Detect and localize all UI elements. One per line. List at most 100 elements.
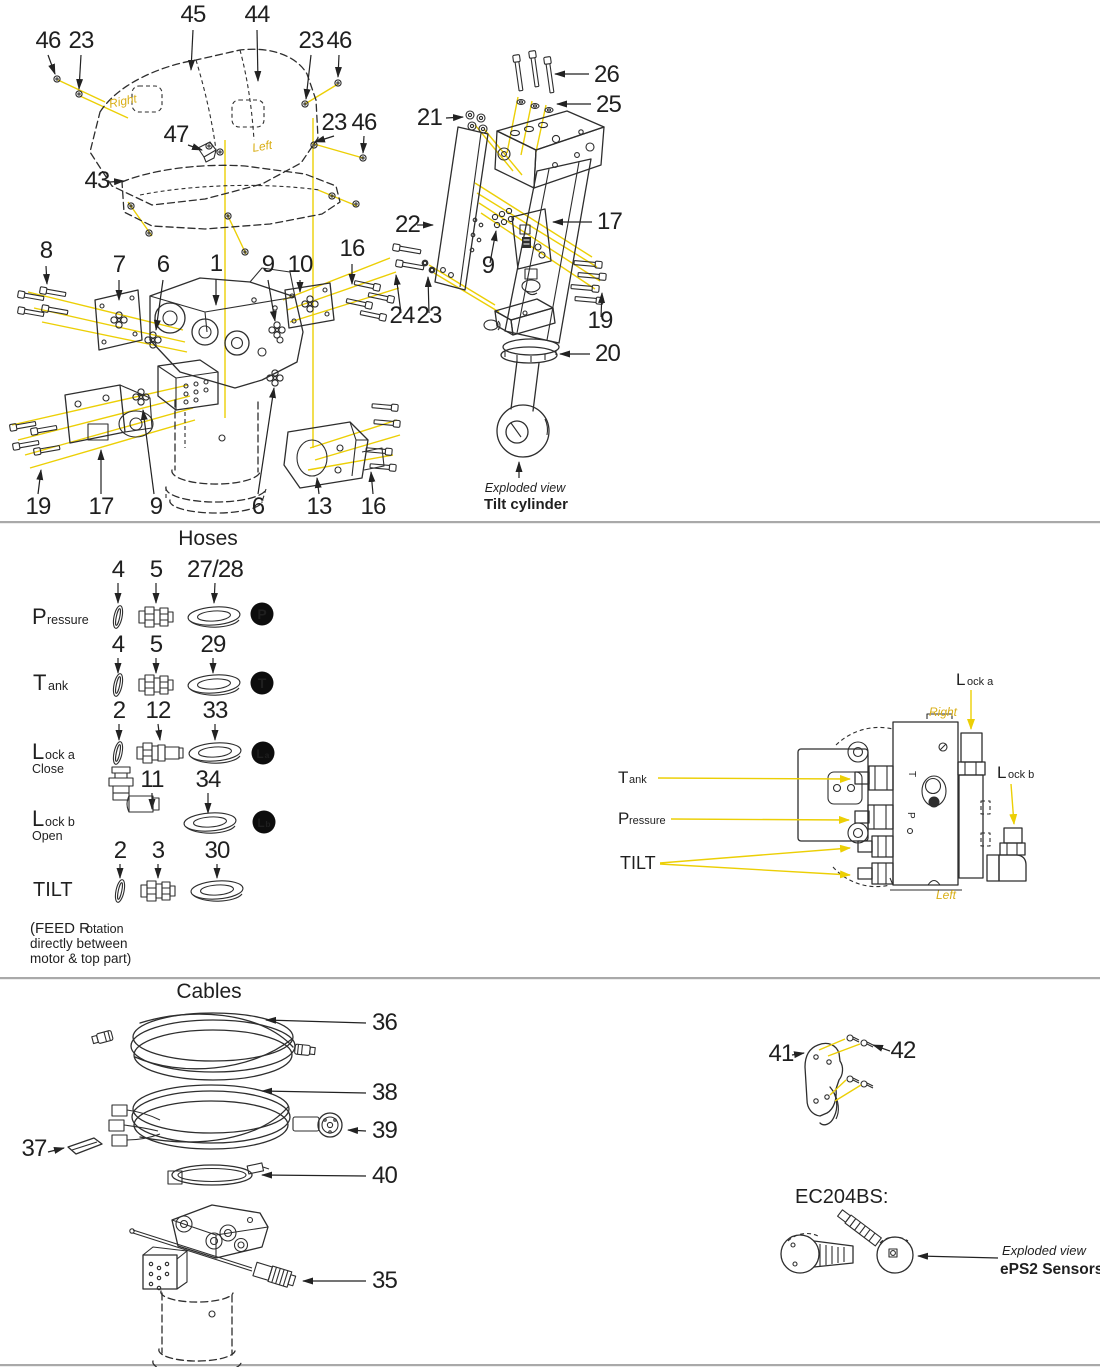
clamp-part-47 [197, 141, 224, 163]
rings-23 [421, 259, 436, 274]
label-tank-rest: ank [629, 774, 647, 786]
flat-seal-icon [189, 878, 245, 902]
port-badge-p [250, 602, 274, 626]
seal-ring-6-bottom [266, 369, 284, 387]
badge-letter-sub: a [265, 750, 270, 760]
callout-21: 21 [417, 104, 443, 131]
long-nipple-fitting-icon [136, 742, 184, 764]
body-letter-p: P [905, 812, 916, 819]
part-number: 12 [145, 697, 171, 724]
part-number: 2 [113, 697, 126, 724]
badge-letter-sub: b [265, 819, 270, 829]
row-label-rest: ressure [47, 613, 89, 627]
assembly-guide-lines [11, 79, 401, 471]
part-number: 5 [150, 556, 163, 583]
part-number: 33 [202, 697, 228, 724]
eps2-sensor-right [837, 1209, 914, 1274]
tilt-valve-17 [511, 208, 552, 296]
badge-letter: T [258, 675, 267, 691]
hose-row-tilt: 2 3 30 TILT [33, 837, 245, 904]
part-number: 34 [195, 766, 221, 793]
callout-39: 39 [372, 1117, 398, 1144]
callout-42: 42 [890, 1037, 916, 1064]
callout-9: 9 [482, 252, 495, 279]
callout-23: 23 [416, 302, 442, 329]
cable-connector-icon [90, 1029, 114, 1046]
oring-icon [111, 672, 125, 698]
note-line3: motor & top part) [30, 951, 131, 966]
seal-ring-9-top [268, 321, 286, 339]
washers-25 [516, 99, 554, 113]
nipple-fitting-icon [138, 606, 174, 628]
callout-9b: 9 [150, 493, 163, 520]
callout-23c: 23 [321, 109, 347, 136]
callout-13: 13 [306, 493, 332, 520]
note-line2: directly between [30, 936, 128, 951]
row-label-rest: ank [48, 679, 69, 693]
bottom-cover-outline [121, 164, 341, 230]
callout-24: 24 [389, 302, 415, 329]
valve-17 [64, 384, 154, 444]
rotator-with-sensor [129, 1204, 297, 1367]
cable-callouts: 36 38 39 37 40 35 [21, 1009, 398, 1294]
callout-10: 10 [287, 251, 313, 278]
label-tilt: TILT [620, 853, 656, 873]
clamp-40 [167, 1162, 270, 1186]
top-cover-outline [89, 48, 319, 206]
manifold-block [157, 359, 219, 411]
part-number: 30 [204, 837, 230, 864]
callout-23a: 23 [68, 27, 94, 54]
callout-45: 45 [180, 1, 206, 28]
bolts-24 [391, 243, 425, 272]
tilt-caption-italic: Exploded view [485, 481, 567, 495]
callout-44: 44 [244, 1, 270, 28]
port-leader-lines [657, 690, 1018, 879]
part-number: 29 [200, 631, 226, 658]
sensor-cover-plate-41 [804, 1042, 844, 1126]
callout-26: 26 [594, 61, 620, 88]
hose-row-lock-a: 2 12 33 L ock a Close L a [32, 697, 275, 776]
oring-icon [111, 604, 125, 630]
bolts-26 [512, 49, 556, 94]
oring-icon [113, 878, 127, 904]
tilt-cylinder-body [504, 158, 592, 344]
callout-16b: 16 [360, 493, 386, 520]
callout-17: 17 [88, 493, 114, 520]
callout-22: 22 [395, 211, 421, 238]
flat-seal-icon [187, 740, 243, 764]
callout-16a: 16 [339, 235, 365, 262]
section-divider-3 [0, 1364, 1100, 1366]
tilt-callouts: 26 25 21 22 17 9 24 23 19 20 [389, 61, 623, 367]
callout-20: 20 [595, 340, 621, 367]
figure-sensors: 41 42 EC204BS: Exploded view ePS2 Sen [740, 1017, 1100, 1367]
seal-plate-left [94, 289, 143, 351]
tilt-caption-bold: Tilt cylinder [484, 496, 568, 513]
part-number: 2 [114, 837, 127, 864]
label-lock-a-cap: L [956, 670, 965, 689]
label-lock-b-rest: ock b [1008, 769, 1034, 781]
callout-37: 37 [21, 1135, 47, 1162]
label-lock-b-cap: L [997, 763, 1006, 782]
cable-connector-icon [293, 1043, 316, 1057]
sensor-probe-icon [252, 1261, 297, 1288]
direction-right-label: Right [108, 91, 139, 111]
callout-23b: 23 [298, 27, 324, 54]
sensors-caption-bold: ePS2 Sensors [1000, 1261, 1100, 1278]
row-label-cap: T [33, 670, 46, 695]
badge-letter: P [257, 606, 266, 622]
row-label-rest: ock b [45, 815, 75, 829]
mount-plate-22 [434, 126, 489, 291]
direction-right-label: Right [929, 705, 958, 719]
label-pressure-rest: ressure [629, 815, 666, 827]
elbow-fitting-icon [108, 766, 160, 813]
callout-46b: 46 [326, 27, 352, 54]
bolts-8 [16, 286, 69, 319]
part-number: 4 [112, 631, 125, 658]
label-lock-a-rest: ock a [967, 676, 994, 688]
feed-note: (FEED R otation directly between motor &… [30, 920, 131, 966]
row-label-cap: TILT [33, 879, 73, 901]
part-number: 4 [112, 556, 125, 583]
callout-9a: 9 [262, 251, 275, 278]
section-divider-1 [0, 521, 1100, 523]
